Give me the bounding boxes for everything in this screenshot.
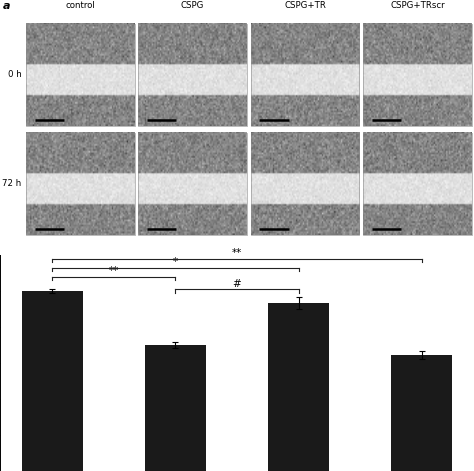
Bar [363, 24, 472, 126]
Text: **: ** [232, 248, 242, 259]
Bar [251, 133, 359, 235]
Bar [26, 133, 135, 235]
Bar [138, 24, 247, 126]
Bar [21, 291, 83, 471]
Bar [138, 133, 247, 235]
Bar [251, 24, 359, 126]
Text: CSPG+TR: CSPG+TR [284, 1, 326, 10]
Bar [26, 24, 135, 126]
Bar [363, 133, 472, 235]
Text: a: a [2, 1, 10, 11]
Bar [268, 303, 329, 471]
Text: #: # [233, 279, 241, 289]
Bar [145, 345, 206, 471]
Text: 0 h: 0 h [8, 70, 21, 79]
Text: control: control [65, 1, 95, 10]
Text: *: * [173, 257, 178, 268]
Text: 72 h: 72 h [2, 179, 21, 188]
Text: CSPG+TRscr: CSPG+TRscr [390, 1, 445, 10]
Bar [391, 355, 453, 471]
Text: CSPG: CSPG [181, 1, 204, 10]
Text: **: ** [109, 267, 119, 276]
